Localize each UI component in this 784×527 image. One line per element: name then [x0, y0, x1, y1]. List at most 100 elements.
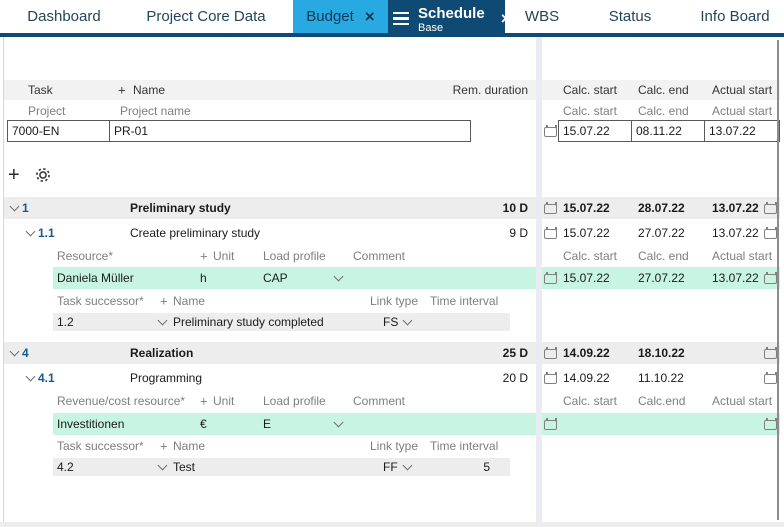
column-header-calc-end[interactable]: Calc. end: [638, 83, 689, 97]
resource-row-highlight: [53, 267, 536, 289]
tab-wbs-label: WBS: [524, 8, 560, 25]
resource-row[interactable]: Daniela Müller h CAP 15.07.22 27.07.22 1…: [0, 267, 784, 289]
add-successor-plus-icon[interactable]: +: [160, 438, 168, 454]
collapse-chevron-icon[interactable]: [25, 226, 35, 238]
successor-name[interactable]: Test: [173, 460, 196, 474]
successor-id[interactable]: 4.2: [57, 460, 74, 474]
add-resource-plus-icon[interactable]: +: [200, 248, 208, 264]
column-header-calc-start[interactable]: Calc. start: [563, 83, 618, 97]
successor-row[interactable]: 1.2 Preliminary study completed FS: [0, 313, 784, 331]
dropdown-chevron-icon[interactable]: [402, 460, 412, 472]
dropdown-chevron-icon[interactable]: [402, 315, 412, 327]
calendar-icon[interactable]: [544, 125, 557, 137]
time-interval-column-label: Time interval: [430, 439, 499, 453]
successor-link-type[interactable]: FS: [383, 315, 399, 329]
project-id-input[interactable]: [7, 120, 110, 142]
resource-row[interactable]: Investitionen € E: [0, 413, 784, 435]
calendar-icon[interactable]: [544, 347, 557, 359]
successor-time-interval[interactable]: 5: [483, 460, 490, 474]
tab-wbs[interactable]: WBS: [506, 0, 578, 33]
add-column-plus-icon[interactable]: +: [118, 82, 126, 98]
collapse-chevron-icon[interactable]: [9, 201, 19, 213]
task-name: Create preliminary study: [130, 226, 261, 240]
task-row-section[interactable]: 4 Realization 25 D 14.09.22 18.10.22: [0, 342, 784, 364]
task-successor-column-label: Task successor*: [57, 294, 144, 308]
tab-dashboard-label: Dashboard: [27, 8, 101, 25]
collapse-chevron-icon[interactable]: [25, 371, 35, 383]
settings-gear-icon[interactable]: [34, 166, 52, 184]
tab-schedule[interactable]: Schedule Base ×: [388, 0, 511, 37]
calendar-icon[interactable]: [544, 418, 557, 430]
calendar-icon[interactable]: [544, 202, 557, 214]
task-calc-end: 18.10.22: [638, 346, 685, 360]
column-header-name[interactable]: Name: [133, 83, 166, 97]
tab-budget-label: Budget: [306, 8, 354, 25]
successor-row[interactable]: 4.2 Test FF 5: [0, 458, 784, 476]
calendar-icon[interactable]: [764, 372, 777, 384]
dropdown-chevron-icon[interactable]: [333, 417, 343, 429]
task-row-subtask[interactable]: 1.1 Create preliminary study 9 D 15.07.2…: [0, 223, 784, 243]
successor-id[interactable]: 1.2: [57, 315, 74, 329]
calendar-icon[interactable]: [764, 202, 777, 214]
horizontal-scrollbar-track[interactable]: [0, 522, 784, 527]
tab-dashboard[interactable]: Dashboard: [18, 0, 110, 33]
task-duration: 20 D: [502, 371, 528, 385]
tab-budget-close-icon[interactable]: ×: [364, 7, 375, 26]
add-successor-plus-icon[interactable]: +: [160, 293, 168, 309]
calendar-icon[interactable]: [544, 372, 557, 384]
task-row-subtask[interactable]: 4.1 Programming 20 D 14.09.22 11.10.22: [0, 368, 784, 388]
successor-name-column-label: Name: [173, 439, 206, 453]
panel-splitter[interactable]: [536, 37, 542, 522]
resource-unit[interactable]: €: [200, 417, 207, 431]
tab-status[interactable]: Status: [592, 0, 668, 33]
load-profile-column-label: Load profile: [263, 249, 326, 263]
link-type-column-label: Link type: [370, 294, 419, 308]
calendar-icon[interactable]: [764, 272, 777, 284]
resource-name[interactable]: Daniela Müller: [57, 271, 134, 285]
unit-column-label: Unit: [213, 394, 235, 408]
project-calc-end-input[interactable]: [631, 120, 705, 142]
resource-unit[interactable]: h: [200, 271, 207, 285]
resource-column-label: Resource*: [57, 249, 114, 263]
calendar-icon[interactable]: [764, 347, 777, 359]
calc-end-column-label: Calc. end: [638, 249, 689, 263]
column-header-actual-start[interactable]: Actual start: [712, 83, 773, 97]
tab-project-core-data[interactable]: Project Core Data: [126, 0, 286, 33]
link-type-column-label: Link type: [370, 439, 419, 453]
comment-column-label: Comment: [353, 249, 406, 263]
calendar-icon[interactable]: [544, 272, 557, 284]
resource-load-profile[interactable]: E: [263, 417, 272, 431]
tab-info-board[interactable]: Info Board: [688, 0, 782, 33]
project-calc-start-input[interactable]: [558, 120, 632, 142]
task-row-section[interactable]: 1 Preliminary study 10 D 15.07.22 28.07.…: [0, 197, 784, 219]
resource-header-row: Resource* + Unit Load profile Comment Ca…: [0, 248, 784, 264]
add-resource-plus-icon[interactable]: +: [200, 393, 208, 409]
tab-schedule-close-icon[interactable]: ×: [500, 9, 511, 28]
project-name-input[interactable]: [109, 120, 471, 142]
project-actual-start-input[interactable]: [704, 120, 780, 142]
calendar-icon[interactable]: [544, 227, 557, 239]
successor-link-type[interactable]: FF: [383, 460, 398, 474]
calendar-icon[interactable]: [764, 227, 777, 239]
task-number: 4: [22, 346, 29, 360]
column-header-rem-duration[interactable]: Rem. duration: [452, 83, 528, 97]
successor-row-bg: [53, 458, 510, 476]
successor-name[interactable]: Preliminary study completed: [173, 315, 324, 329]
tab-budget[interactable]: Budget ×: [293, 0, 388, 33]
menu-hamburger-icon[interactable]: [393, 11, 409, 26]
calendar-icon[interactable]: [764, 418, 777, 430]
time-interval-column-label: Time interval: [430, 294, 499, 308]
task-number: 1.1: [38, 226, 55, 240]
dropdown-chevron-icon[interactable]: [157, 460, 167, 472]
column-header-task[interactable]: Task: [28, 83, 53, 97]
collapse-chevron-icon[interactable]: [9, 346, 19, 358]
resource-load-profile[interactable]: CAP: [263, 271, 288, 285]
dropdown-chevron-icon[interactable]: [333, 271, 343, 283]
vertical-scrollbar[interactable]: [777, 40, 779, 520]
task-name: Programming: [130, 371, 203, 385]
add-task-button[interactable]: +: [8, 164, 20, 186]
tab-status-label: Status: [608, 8, 652, 25]
resource-name[interactable]: Investitionen: [57, 417, 125, 431]
dropdown-chevron-icon[interactable]: [157, 315, 167, 327]
task-duration: 9 D: [509, 226, 528, 240]
